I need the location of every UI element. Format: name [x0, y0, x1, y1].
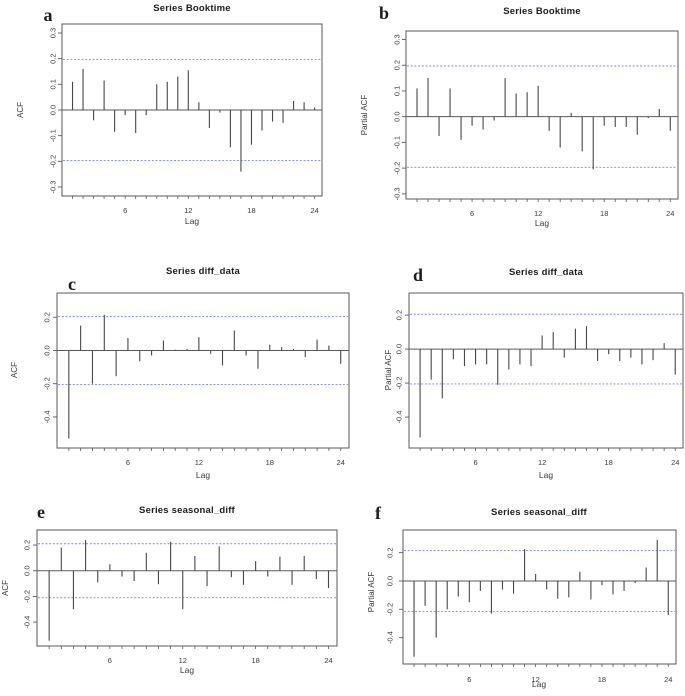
x-tick-label: 24 — [666, 209, 674, 218]
x-tick-label: 6 — [108, 656, 112, 665]
panel-letter: a — [44, 5, 53, 25]
plot-box — [408, 292, 684, 449]
x-tick-label: 6 — [123, 206, 127, 215]
y-tick-label: 0.1 — [49, 79, 58, 89]
chart-title: Series Booktime — [503, 6, 580, 17]
bars-group — [419, 326, 676, 438]
y-tick-label: 0.0 — [386, 576, 395, 586]
x-axis-label: Lag — [185, 216, 199, 226]
panel-b: b Series Booktime 0.3 0.2 0.1 0.0 -0.1 -0.2 -0.3… — [360, 3, 679, 228]
panel-c: c Series diff_data 0.2 0.0 -0.2 -0.4 6 12 18 24 AC… — [10, 266, 350, 480]
y-tick-label: -0.1 — [393, 136, 402, 149]
y-tick-label: -0.2 — [395, 377, 404, 390]
bars-group — [416, 78, 671, 170]
x-tick-label: 18 — [251, 656, 259, 665]
x-tick-label: 6 — [470, 209, 474, 218]
plot-box — [402, 529, 677, 665]
x-tick-label: 24 — [671, 458, 679, 467]
plot-box — [56, 292, 350, 449]
panel-a: a Series Booktime 0.3 0.2 0.1 0.0 -0.1 -0.2 -0.3… — [16, 3, 323, 226]
y-tick-label: 0.2 — [43, 312, 52, 322]
bars-group — [48, 539, 330, 641]
panel-letter: b — [379, 3, 389, 23]
plot-box — [36, 529, 338, 647]
y-axis-label: ACF — [16, 102, 25, 118]
y-tick-label: 0.0 — [23, 566, 32, 576]
y-tick-label: 0.1 — [393, 86, 402, 96]
y-tick-label: 0.3 — [49, 28, 58, 38]
x-tick-label: 24 — [310, 206, 318, 215]
bars-group — [68, 314, 342, 439]
y-tick-label: -0.2 — [386, 603, 395, 616]
x-axis-label: Lag — [535, 218, 549, 228]
chart-title: Series diff_data — [509, 267, 583, 278]
x-axis-label: Lag — [532, 679, 546, 689]
y-tick-label: -0.3 — [393, 187, 402, 200]
bars-group — [413, 539, 669, 657]
y-axis-label: Partial ACF — [384, 350, 393, 391]
x-tick-label: 12 — [179, 656, 187, 665]
x-tick-label: 12 — [538, 458, 546, 467]
x-axis-label: Lag — [539, 470, 553, 480]
x-tick-label: 6 — [473, 458, 477, 467]
y-axis-label: ACF — [10, 362, 19, 378]
chart-title: Series seasonal_diff — [139, 505, 236, 516]
chart-title: Series diff_data — [166, 266, 240, 277]
y-tick-label: 0.2 — [23, 540, 32, 550]
bars-group — [71, 68, 316, 172]
y-tick-label: 0.2 — [386, 547, 395, 557]
x-tick-label: 24 — [324, 656, 332, 665]
y-tick-label: -0.2 — [49, 155, 58, 168]
y-tick-label: -0.4 — [395, 411, 404, 424]
x-tick-label: 24 — [664, 675, 672, 684]
y-axis-label: ACF — [1, 580, 10, 596]
chart-title: Series Booktime — [153, 3, 230, 14]
x-tick-label: 24 — [337, 458, 345, 467]
y-tick-label: -0.1 — [49, 129, 58, 142]
x-tick-label: 12 — [534, 209, 542, 218]
y-axis-label: Partial ACF — [367, 572, 376, 613]
y-tick-label: 0.3 — [393, 34, 402, 44]
y-tick-label: -0.4 — [43, 410, 52, 423]
y-tick-label: -0.2 — [393, 162, 402, 175]
y-tick-label: -0.3 — [49, 181, 58, 194]
panel-d: d Series diff_data 0.2 0.0 -0.2 -0.4 6 12 18 24 Pa… — [384, 265, 684, 480]
x-tick-label: 18 — [600, 209, 608, 218]
y-tick-label: 0.0 — [43, 345, 52, 355]
panel-f: f Series seasonal_diff 0.2 0.0 -0.2 -0.4 6 12 18… — [367, 503, 677, 689]
x-tick-label: 12 — [531, 675, 539, 684]
x-tick-label: 6 — [467, 675, 471, 684]
y-tick-label: 0.0 — [395, 344, 404, 354]
y-tick-label: 0.2 — [395, 310, 404, 320]
x-axis-label: Lag — [180, 665, 194, 675]
y-tick-label: 0.0 — [49, 105, 58, 115]
x-tick-label: 18 — [605, 458, 613, 467]
y-tick-label: 0.0 — [393, 111, 402, 121]
y-tick-label: -0.2 — [43, 377, 52, 390]
x-tick-label: 18 — [598, 675, 606, 684]
y-tick-label: -0.2 — [23, 590, 32, 603]
x-tick-label: 18 — [247, 206, 255, 215]
x-tick-label: 12 — [184, 206, 192, 215]
x-tick-label: 18 — [266, 458, 274, 467]
panel-letter: e — [37, 502, 45, 522]
panel-letter: d — [413, 265, 423, 285]
chart-title: Series seasonal_diff — [491, 507, 588, 518]
panel-letter: f — [375, 503, 382, 523]
y-tick-label: -0.4 — [386, 631, 395, 644]
x-axis-label: Lag — [196, 470, 210, 480]
y-tick-label: -0.4 — [23, 616, 32, 629]
plot-box — [405, 30, 679, 200]
panel-e: e Series seasonal_diff 0.2 0.0 -0.2 -0.4 6 12 18… — [1, 502, 338, 675]
x-tick-label: 6 — [126, 458, 130, 467]
y-axis-label: Partial ACF — [360, 95, 369, 136]
x-tick-label: 12 — [195, 458, 203, 467]
y-tick-label: 0.2 — [49, 53, 58, 63]
y-tick-label: 0.2 — [393, 60, 402, 70]
panel-letter: c — [68, 274, 76, 294]
